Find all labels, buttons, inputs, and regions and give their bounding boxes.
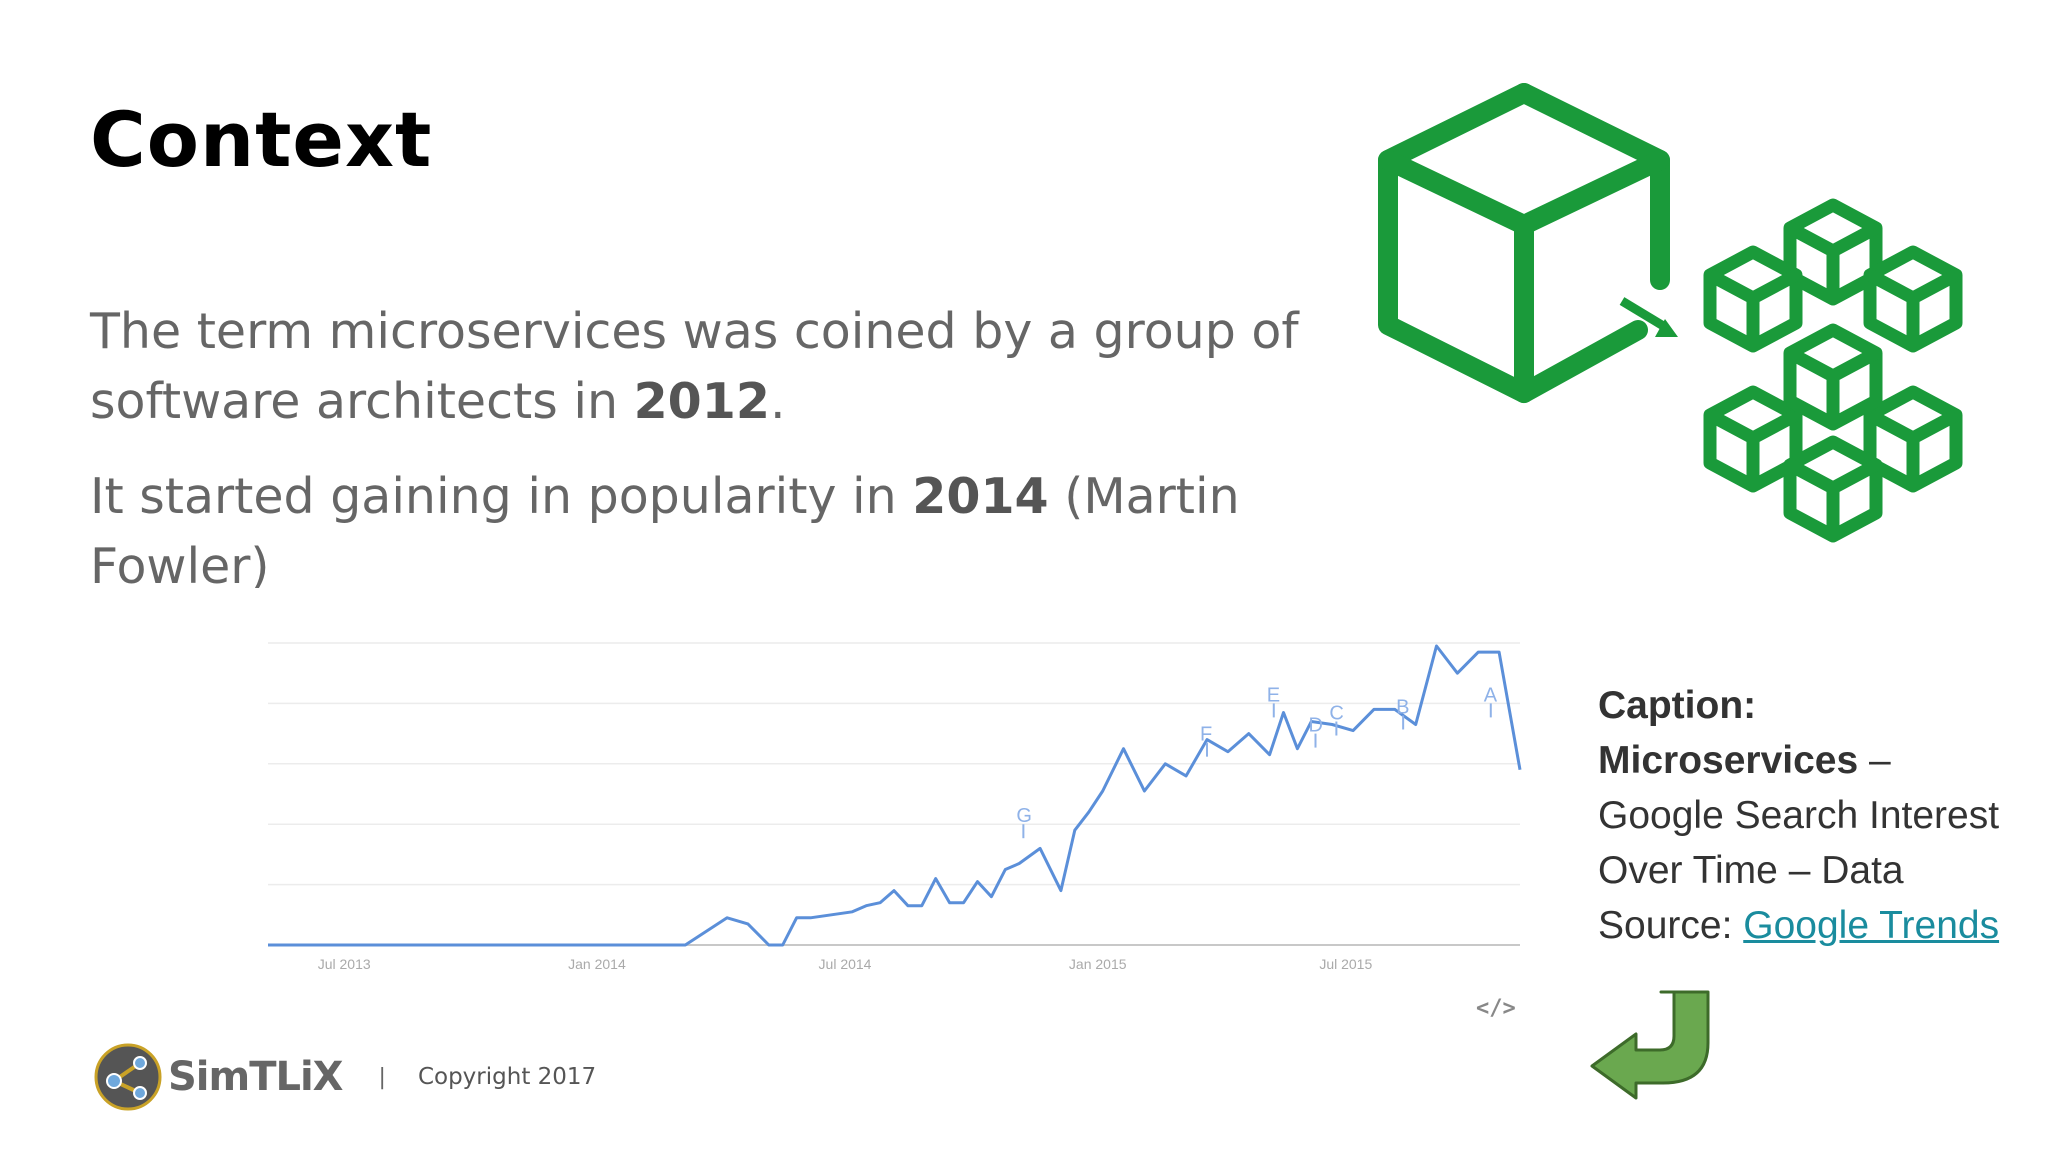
chart-series-line [268, 644, 1522, 947]
chart-grid [268, 642, 1520, 946]
svg-text:A: A [1484, 684, 1498, 706]
transition-arrow-icon [1619, 297, 1678, 337]
caption-label: Caption: [1598, 684, 1757, 727]
chart-annotation-f: F [1200, 724, 1212, 757]
microservices-cubes-icon [1703, 198, 1963, 543]
chart-annotation-g: G [1016, 805, 1032, 839]
slide-title: Context [90, 95, 433, 184]
svg-text:E: E [1267, 684, 1280, 706]
svg-text:C: C [1329, 703, 1343, 725]
paragraph-coined: The term microservices was coined by a g… [90, 297, 1350, 437]
chart-x-ticks: Jul 2013 Jan 2014 Jul 2014 Jan 2015 Jul 2015 [318, 956, 1373, 972]
chart-x-tick-label: Jan 2015 [1069, 956, 1127, 972]
footer: SimTLiX | Copyright 2017 [94, 1043, 596, 1111]
chart-x-tick-label: Jul 2015 [1319, 956, 1372, 972]
paragraph-popularity-text: It started gaining in popularity in [90, 468, 913, 525]
caption-text: – Google Search Interest Over Time – Dat… [1598, 739, 2000, 947]
chart-x-tick-label: Jul 2014 [819, 956, 872, 972]
svg-text:F: F [1200, 724, 1212, 746]
embed-code-icon[interactable]: </> [1476, 996, 1516, 1021]
trends-chart: Jul 2013 Jan 2014 Jul 2014 Jan 2015 Jul 2015… [268, 642, 1522, 972]
year-2014: 2014 [912, 468, 1049, 525]
chart-x-tick-label: Jul 2013 [318, 956, 371, 972]
copyright-text: Copyright 2017 [417, 1064, 597, 1090]
return-arrow-icon [1590, 990, 1710, 1100]
svg-text:G: G [1016, 805, 1032, 827]
chart-annotation-d: D [1309, 715, 1323, 748]
monolith-cube-icon [1378, 83, 1670, 403]
chart-annotation-b: B [1396, 696, 1409, 730]
chart-annotation-e: E [1267, 684, 1280, 718]
chart-annotation-c: C [1329, 703, 1344, 736]
simtlix-logo-icon [94, 1043, 162, 1111]
google-trends-link[interactable]: Google Trends [1743, 904, 2000, 947]
chart-annotations: G F E DC B A [1016, 684, 1498, 839]
paragraph-coined-end: . [769, 373, 786, 430]
year-2012: 2012 [633, 373, 770, 430]
paragraph-popularity: It started gaining in popularity in 2014… [90, 462, 1350, 588]
monolith-to-microservices-icon [1378, 83, 1963, 543]
svg-text:D: D [1309, 715, 1323, 737]
caption-topic: Microservices [1598, 739, 1859, 782]
paragraph-popularity-end: (Martin Fowler) [90, 468, 1240, 588]
chart-x-tick-label: Jan 2014 [568, 956, 626, 972]
brand-name: SimTLiX [168, 1054, 344, 1100]
caption-box: Caption: Microservices – Google Search In… [1598, 678, 2018, 953]
svg-text:B: B [1396, 696, 1409, 718]
chart-annotation-a: A [1484, 684, 1498, 718]
footer-separator: | [378, 1064, 386, 1090]
paragraph-coined-text: The term microservices was coined by a g… [90, 303, 1299, 430]
